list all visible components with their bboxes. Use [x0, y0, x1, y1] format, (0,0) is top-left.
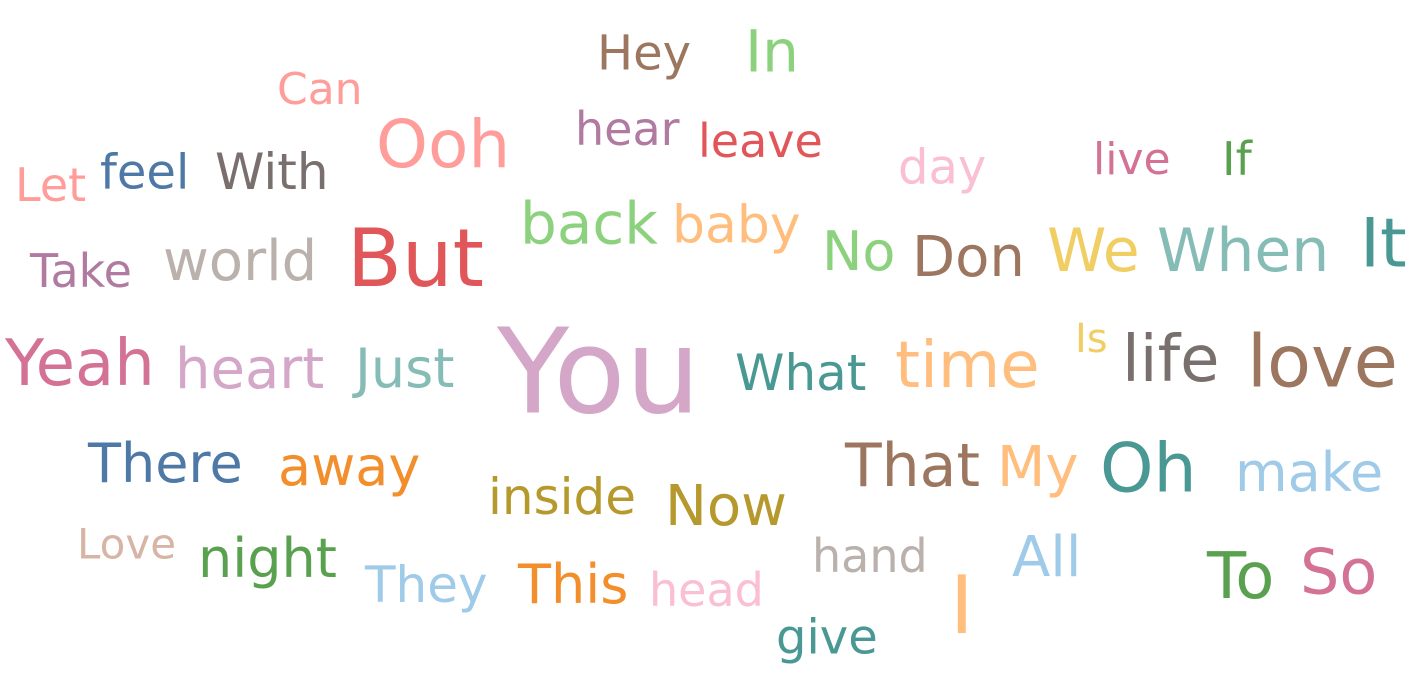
- word-what: What: [735, 344, 867, 402]
- word-love: love: [1247, 319, 1398, 404]
- word-it: It: [1360, 204, 1407, 284]
- word-there: There: [88, 431, 243, 495]
- word-if: If: [1222, 132, 1252, 187]
- word-but: But: [347, 212, 484, 305]
- word-back: back: [520, 189, 658, 258]
- word-all: All: [1012, 525, 1082, 591]
- word-just: Just: [355, 336, 455, 400]
- word-that: That: [845, 431, 980, 501]
- word-no: No: [822, 219, 896, 283]
- word-night: night: [198, 526, 337, 590]
- word-away: away: [278, 434, 421, 498]
- word-give: give: [776, 609, 878, 666]
- word-take: Take: [30, 244, 132, 299]
- word-hey: Hey: [597, 25, 692, 82]
- word-don: Don: [912, 225, 1025, 291]
- word-to: To: [1207, 539, 1275, 614]
- word-i: I: [950, 559, 974, 652]
- word-feel: feel: [100, 144, 190, 201]
- word-time: time: [895, 328, 1040, 403]
- word-heart: heart: [175, 337, 325, 403]
- word-ooh: Ooh: [376, 106, 511, 184]
- word-leave: leave: [698, 114, 823, 169]
- word-love: Love: [77, 519, 177, 569]
- word-make: make: [1235, 440, 1384, 504]
- word-life: life: [1122, 322, 1220, 397]
- word-hear: hear: [575, 102, 680, 157]
- word-live: live: [1093, 133, 1171, 185]
- word-so: So: [1300, 535, 1378, 609]
- word-with: With: [215, 143, 329, 201]
- word-when: When: [1157, 216, 1330, 286]
- word-in: In: [745, 17, 799, 86]
- word-baby: baby: [672, 195, 801, 256]
- word-is: Is: [1075, 316, 1108, 362]
- word-hand: hand: [812, 529, 928, 584]
- word-day: day: [898, 139, 987, 196]
- word-inside: inside: [488, 468, 637, 526]
- word-you: You: [497, 302, 701, 441]
- word-my: My: [997, 435, 1079, 501]
- word-can: Can: [277, 63, 363, 115]
- word-we: We: [1047, 216, 1140, 286]
- word-they: They: [365, 556, 488, 614]
- word-head: head: [649, 563, 764, 618]
- word-this: This: [518, 552, 629, 616]
- word-oh: Oh: [1100, 429, 1197, 509]
- word-yeah: Yeah: [5, 326, 155, 401]
- word-now: Now: [665, 474, 787, 540]
- word-let: Let: [15, 158, 87, 213]
- word-world: world: [163, 229, 318, 295]
